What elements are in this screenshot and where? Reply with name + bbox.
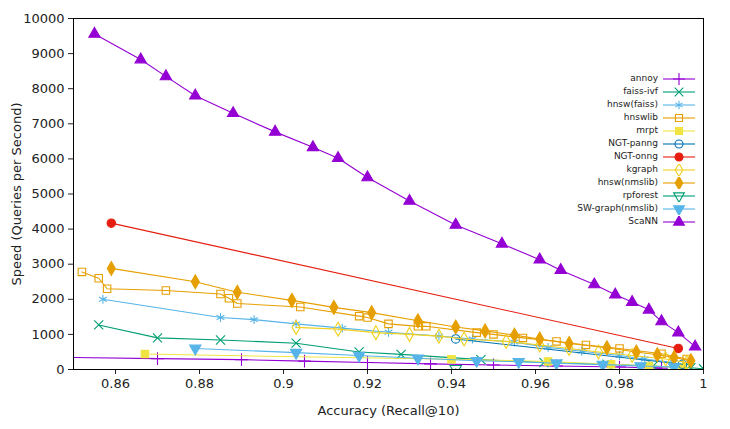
svg-text:10000: 10000	[23, 11, 64, 26]
svg-text:0: 0	[56, 362, 64, 377]
html-text:hnswlib: hnswlib	[623, 112, 658, 122]
html-text:SW-graph(nmslib): SW-graph(nmslib)	[577, 203, 658, 213]
svg-text:5000: 5000	[31, 186, 64, 201]
svg-text:0.88: 0.88	[185, 376, 214, 391]
svg-text:Accuracy (Recall@10): Accuracy (Recall@10)	[318, 403, 460, 418]
svg-text:1: 1	[699, 376, 707, 391]
svg-text:8000: 8000	[31, 81, 64, 96]
html-text:NGT-onng: NGT-onng	[613, 151, 658, 161]
html-text:kgraph: kgraph	[626, 164, 658, 174]
html-text:hnsw(faiss): hnsw(faiss)	[607, 99, 658, 109]
html-text:annoy: annoy	[630, 73, 658, 83]
svg-text:2000: 2000	[31, 291, 64, 306]
html-text:rpforest: rpforest	[622, 190, 658, 200]
html-text:mrpt: mrpt	[636, 125, 658, 135]
svg-text:Speed (Queries per Second): Speed (Queries per Second)	[9, 103, 24, 286]
svg-text:7000: 7000	[31, 116, 64, 131]
svg-text:0.86: 0.86	[101, 376, 130, 391]
html-text:hnsw(nmslib): hnsw(nmslib)	[597, 177, 658, 187]
html-text:NGT-panng: NGT-panng	[608, 138, 658, 148]
html-text:ScaNN: ScaNN	[628, 216, 658, 226]
svg-text:9000: 9000	[31, 46, 64, 61]
svg-text:0.96: 0.96	[521, 376, 550, 391]
svg-text:0.92: 0.92	[353, 376, 382, 391]
svg-text:0.94: 0.94	[437, 376, 466, 391]
html-text:faiss-ivf: faiss-ivf	[623, 86, 658, 96]
svg-text:6000: 6000	[31, 151, 64, 166]
svg-text:0.98: 0.98	[605, 376, 634, 391]
svg-text:0.9: 0.9	[273, 376, 294, 391]
svg-text:3000: 3000	[31, 256, 64, 271]
svg-text:4000: 4000	[31, 221, 64, 236]
svg-text:1000: 1000	[31, 327, 64, 342]
